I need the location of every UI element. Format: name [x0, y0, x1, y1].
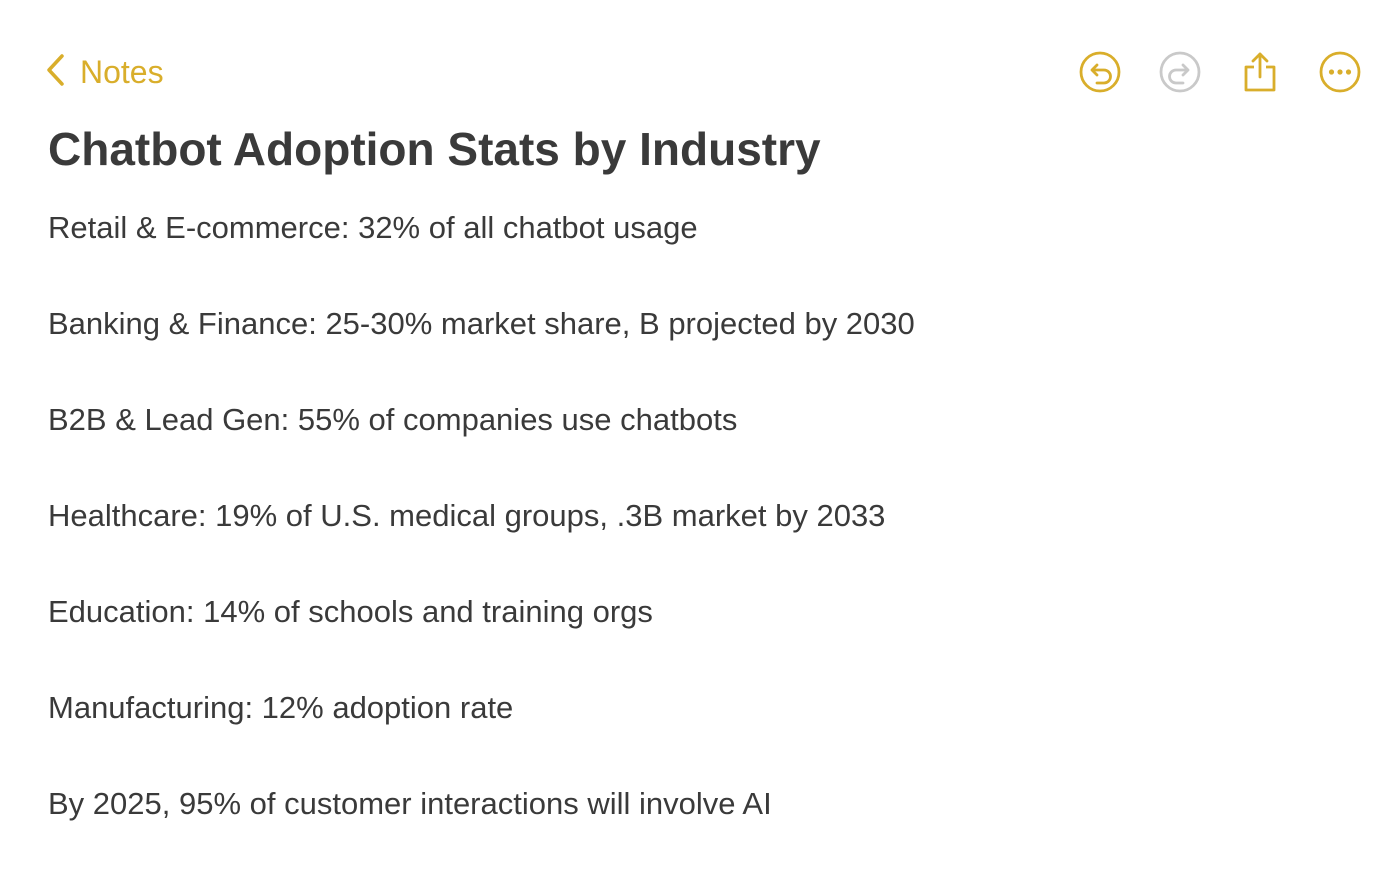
note-title[interactable]: Chatbot Adoption Stats by Industry: [48, 123, 821, 175]
note-line: By 2025, 95% of customer interactions wi…: [48, 786, 772, 821]
note-line: Education: 14% of schools and training o…: [48, 594, 653, 629]
note-line: B2B & Lead Gen: 55% of companies use cha…: [48, 402, 738, 437]
redo-button[interactable]: [1158, 50, 1202, 94]
note-body[interactable]: Retail & E-commerce: 32% of all chatbot …: [48, 205, 1348, 877]
redo-icon: [1158, 50, 1202, 94]
note-line: Manufacturing: 12% adoption rate: [48, 690, 514, 725]
note-line: Banking & Finance: 25-30% market share, …: [48, 306, 915, 341]
back-label: Notes: [80, 54, 164, 90]
back-to-notes-button[interactable]: Notes: [44, 50, 164, 94]
share-icon: [1238, 50, 1282, 94]
note-line: Retail & E-commerce: 32% of all chatbot …: [48, 210, 698, 245]
undo-button[interactable]: [1078, 50, 1122, 94]
note-line: Healthcare: 19% of U.S. medical groups, …: [48, 498, 886, 533]
undo-icon: [1078, 50, 1122, 94]
more-options-button[interactable]: [1318, 50, 1362, 94]
share-button[interactable]: [1238, 50, 1282, 94]
ellipsis-circle-icon: [1318, 50, 1362, 94]
chevron-left-icon: [44, 52, 80, 93]
toolbar: Notes: [0, 0, 1400, 130]
